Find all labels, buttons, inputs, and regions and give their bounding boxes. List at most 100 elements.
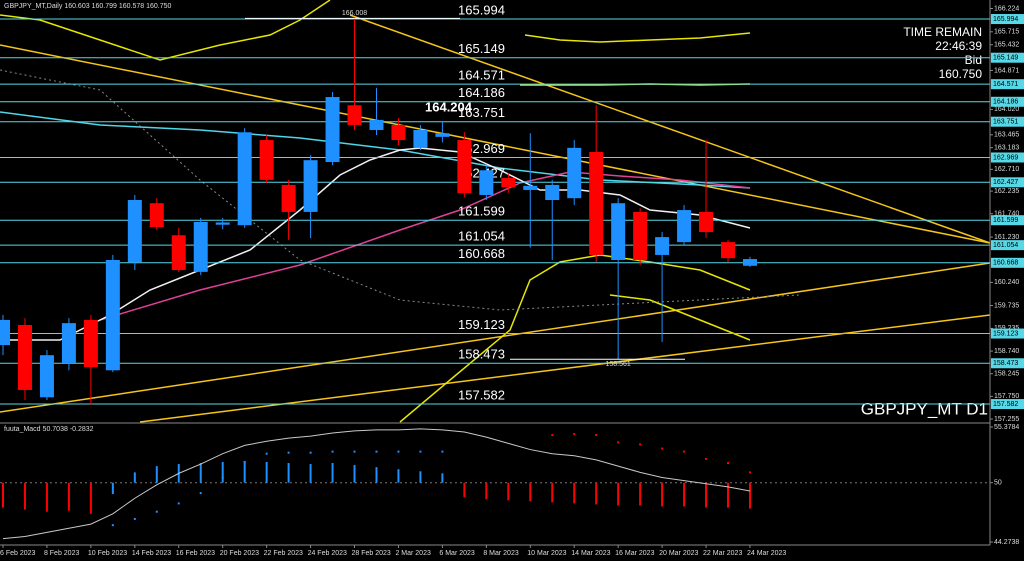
x-tick-label: 6 Mar 2023 <box>439 550 475 557</box>
annotation: 164.204 <box>425 99 473 114</box>
y-tick-label: 162.710 <box>994 166 1019 173</box>
signal-dot <box>727 462 730 465</box>
band-upper <box>0 0 331 61</box>
y-tick-label: 160.240 <box>994 279 1019 286</box>
y-tick-label: 164.020 <box>994 106 1019 113</box>
signal-dot <box>441 450 444 453</box>
y-tick-label: 44.2738 <box>994 539 1019 546</box>
y-tick-label: 161.740 <box>994 211 1019 218</box>
level-tag <box>991 14 1024 25</box>
candle-body <box>325 97 340 163</box>
level-tag-label: 159.123 <box>993 330 1018 337</box>
level-tag-label: 157.582 <box>993 401 1018 408</box>
level-label: 163.751 <box>458 105 505 120</box>
y-tick-label: 165.432 <box>994 42 1019 49</box>
bid-label: Bid <box>965 53 982 67</box>
signal-dot <box>683 450 686 453</box>
x-tick-label: 28 Feb 2023 <box>352 550 391 557</box>
candle-body <box>193 221 208 272</box>
candle-body <box>435 133 450 137</box>
signal-dot <box>639 443 642 446</box>
x-tick-label: 20 Mar 2023 <box>659 550 698 557</box>
signal-dot <box>133 517 136 520</box>
x-tick-label: 10 Feb 2023 <box>88 550 127 557</box>
level-tag-label: 162.427 <box>993 179 1018 186</box>
candle-body <box>105 259 120 371</box>
level-label: 161.054 <box>458 229 505 244</box>
ohlc-open: 160.603 <box>64 3 89 10</box>
x-tick-label: 8 Mar 2023 <box>483 550 519 557</box>
signal-dot <box>287 451 290 454</box>
signal-dot <box>265 452 268 455</box>
level-tag-label: 160.668 <box>993 260 1018 267</box>
chart-header: GBPJPY_MT,Daily 160.603 160.799 160.578 … <box>4 3 172 10</box>
level-label: 165.994 <box>458 2 505 17</box>
time-remain: 22:46:39 <box>935 39 982 53</box>
macd-value: 50.7038 <box>43 426 68 433</box>
candle-body <box>83 319 98 368</box>
signal-dot <box>111 524 114 527</box>
macd-header: fuuta_Macd 50.7038 -0.2832 <box>4 426 94 433</box>
x-tick-label: 6 Feb 2023 <box>0 550 36 557</box>
y-tick-label: 159.735 <box>994 302 1019 309</box>
level-tag <box>991 177 1024 188</box>
level-tag <box>991 257 1024 268</box>
signal-dot <box>661 447 664 450</box>
level-tag <box>991 215 1024 226</box>
x-tick-label: 8 Feb 2023 <box>44 550 80 557</box>
y-tick-label: 158.740 <box>994 348 1019 355</box>
signal-dot <box>705 457 708 460</box>
level-tag-label: 165.994 <box>993 16 1018 23</box>
level-tag <box>991 52 1024 63</box>
candle-body <box>215 222 230 225</box>
candle-body <box>545 184 560 201</box>
candle-body <box>39 355 54 398</box>
level-label: 160.668 <box>458 246 505 261</box>
level-tag-label: 164.186 <box>993 99 1018 106</box>
ohlc-close: 160.750 <box>146 3 171 10</box>
macd-value: -0.2832 <box>70 426 94 433</box>
level-label: 165.149 <box>458 41 505 56</box>
y-tick-label: 161.230 <box>994 234 1019 241</box>
level-tag <box>991 152 1024 163</box>
macd-line <box>2 428 751 540</box>
candle-body <box>677 210 692 243</box>
signal-dot <box>221 476 224 479</box>
candle-body <box>0 319 10 346</box>
y-tick-label: 157.255 <box>994 416 1019 423</box>
level-label: 158.473 <box>458 347 505 362</box>
y-tick-label: 50 <box>994 480 1002 487</box>
candle-body <box>699 211 714 233</box>
level-tag <box>991 328 1024 339</box>
band-lower <box>609 294 751 341</box>
y-tick-label: 165.715 <box>994 29 1019 36</box>
signal-dot <box>595 434 598 437</box>
dotted-envelope <box>0 69 801 311</box>
level-tag <box>991 399 1024 410</box>
macd-name: fuuta_Macd <box>4 426 41 433</box>
level-tag <box>991 358 1024 369</box>
candle-body <box>457 140 472 194</box>
x-tick-label: 16 Feb 2023 <box>176 550 215 557</box>
y-tick-label: 164.871 <box>994 67 1019 74</box>
signal-dot <box>309 451 312 454</box>
signal-dot <box>375 450 378 453</box>
x-tick-label: 24 Mar 2023 <box>747 550 786 557</box>
signal-dot <box>573 433 576 436</box>
level-tag <box>991 79 1024 90</box>
level-label: 164.571 <box>458 68 505 83</box>
watermark: GBPJPY_MT D1 <box>861 399 988 418</box>
x-tick-label: 22 Feb 2023 <box>264 550 303 557</box>
signal-dot <box>397 450 400 453</box>
candle-body <box>237 132 252 226</box>
candle-body <box>567 147 582 199</box>
candle-body <box>171 235 186 271</box>
candle-body <box>127 200 142 263</box>
candle-body <box>611 203 626 260</box>
y-tick-label: 55.3784 <box>994 424 1019 431</box>
candle-body <box>501 178 516 188</box>
x-tick-label: 2 Mar 2023 <box>395 550 431 557</box>
signal-dot <box>748 471 751 474</box>
